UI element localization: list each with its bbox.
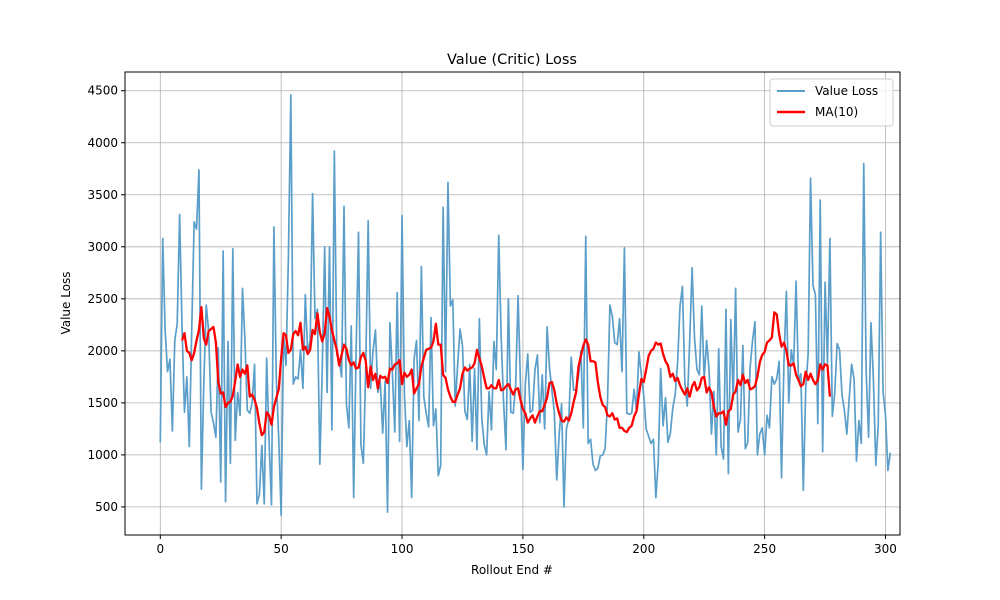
value-loss-line — [159, 94, 892, 517]
legend-label-value-loss: Value Loss — [815, 84, 878, 98]
x-tick-label: 300 — [874, 542, 897, 556]
x-tick-label: 100 — [391, 542, 414, 556]
y-tick-label: 2500 — [87, 292, 118, 306]
y-tick-label: 4500 — [87, 84, 118, 98]
legend: Value Loss MA(10) — [769, 78, 894, 127]
legend-label-ma10: MA(10) — [815, 105, 858, 119]
plot-frame — [124, 71, 901, 536]
x-tick-label: 250 — [753, 542, 776, 556]
x-tick-label: 150 — [511, 542, 534, 556]
ma10-line — [180, 305, 832, 437]
x-axis: 0 50 100 150 200 250 300 — [156, 535, 897, 556]
x-tick-label: 0 — [156, 542, 164, 556]
y-tick-label: 500 — [95, 500, 118, 514]
y-axis-title: Value Loss — [59, 271, 73, 334]
series-layer — [159, 94, 892, 517]
y-axis: 500 1000 1500 2000 2500 3000 3500 4000 4500 — [87, 84, 125, 514]
y-tick-label: 1000 — [87, 448, 118, 462]
chart-title: Value (Critic) Loss — [447, 52, 577, 68]
y-tick-label: 3500 — [87, 188, 118, 202]
y-tick-label: 2000 — [87, 344, 118, 358]
y-tick-label: 4000 — [87, 136, 118, 150]
x-axis-title: Rollout End # — [471, 563, 553, 577]
x-tick-label: 200 — [632, 542, 655, 556]
y-tick-label: 1500 — [87, 396, 118, 410]
x-tick-label: 50 — [274, 542, 289, 556]
y-tick-label: 3000 — [87, 240, 118, 254]
